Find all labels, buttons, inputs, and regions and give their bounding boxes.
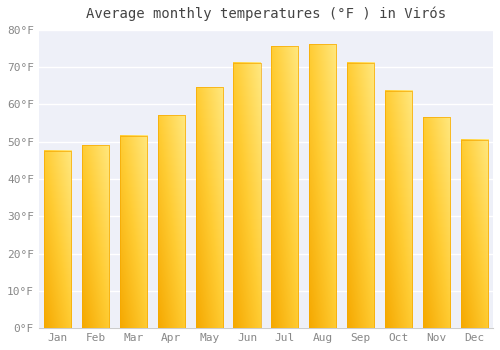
- Title: Average monthly temperatures (°F ) in Virós: Average monthly temperatures (°F ) in Vi…: [86, 7, 446, 21]
